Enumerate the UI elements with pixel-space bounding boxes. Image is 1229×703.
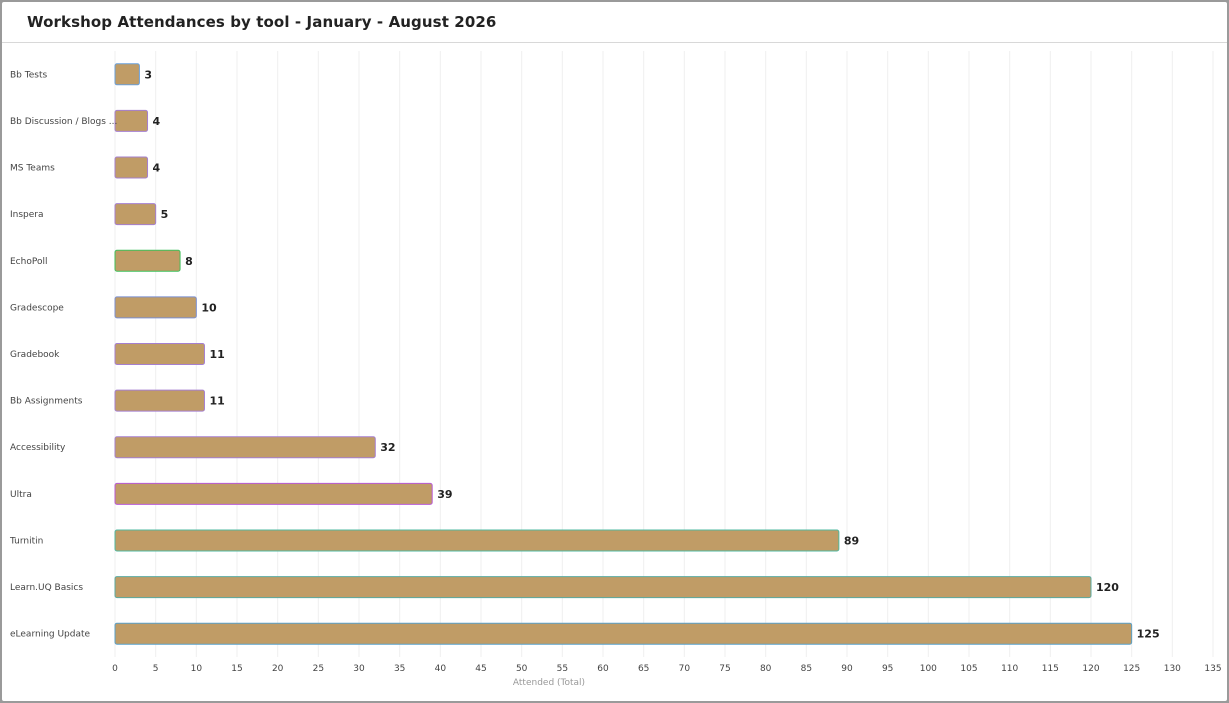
x-axis-title: Attended (Total) bbox=[513, 678, 585, 688]
category-label: Bb Tests bbox=[10, 70, 47, 80]
x-tick-label: 5 bbox=[153, 664, 159, 674]
x-tick-label: 65 bbox=[638, 664, 649, 674]
x-tick-label: 95 bbox=[882, 664, 893, 674]
x-tick-label: 10 bbox=[191, 664, 203, 674]
x-tick-label: 35 bbox=[394, 664, 405, 674]
x-tick-label: 25 bbox=[313, 664, 324, 674]
category-label: EchoPoll bbox=[10, 257, 47, 267]
bar-value-label: 39 bbox=[437, 488, 452, 501]
x-tick-label: 30 bbox=[353, 664, 365, 674]
x-tick-label: 40 bbox=[435, 664, 447, 674]
bar-value-label: 4 bbox=[153, 162, 161, 175]
category-label: eLearning Update bbox=[10, 630, 91, 640]
bar[interactable] bbox=[114, 576, 1092, 599]
x-tick-label: 60 bbox=[597, 664, 609, 674]
x-tick-label: 55 bbox=[557, 664, 568, 674]
x-tick-label: 80 bbox=[760, 664, 772, 674]
bar-value-label: 4 bbox=[153, 115, 161, 128]
bar-value-label: 11 bbox=[209, 395, 224, 408]
bar-value-label: 120 bbox=[1096, 581, 1119, 594]
chart-header: Workshop Attendances by tool - January -… bbox=[2, 2, 1227, 43]
x-tick-label: 0 bbox=[112, 664, 118, 674]
x-tick-label: 75 bbox=[719, 664, 730, 674]
x-tick-label: 85 bbox=[801, 664, 812, 674]
x-tick-label: 45 bbox=[475, 664, 486, 674]
x-tick-label: 120 bbox=[1082, 664, 1099, 674]
category-label: MS Teams bbox=[10, 164, 55, 174]
x-tick-label: 105 bbox=[960, 664, 977, 674]
bar[interactable] bbox=[114, 436, 376, 459]
bar-value-label: 125 bbox=[1137, 628, 1160, 641]
bar[interactable] bbox=[114, 529, 840, 552]
category-label: Accessibility bbox=[10, 443, 66, 453]
category-label: Gradescope bbox=[10, 303, 64, 313]
x-tick-label: 15 bbox=[231, 664, 242, 674]
bar[interactable] bbox=[114, 482, 433, 505]
gridlines bbox=[114, 51, 1214, 657]
x-tick-label: 115 bbox=[1042, 664, 1059, 674]
category-label: Inspera bbox=[10, 210, 44, 220]
x-tick-label: 130 bbox=[1164, 664, 1181, 674]
bars: 3 4 4 5 8 10 11 11 32 39 89 120 125 bbox=[114, 63, 1160, 645]
x-axis-ticks: 0 5 10 15 20 25 30 35 40 45 50 55 60 65 70 75 80 85 90 95 10… bbox=[112, 664, 1221, 674]
category-label: Turnitin bbox=[9, 536, 43, 546]
bar-value-label: 89 bbox=[844, 534, 859, 547]
category-label: Gradebook bbox=[10, 350, 60, 360]
category-label: Ultra bbox=[10, 490, 32, 500]
bar[interactable] bbox=[114, 249, 181, 272]
bar[interactable] bbox=[114, 343, 205, 365]
bar[interactable] bbox=[114, 109, 149, 132]
x-tick-label: 125 bbox=[1123, 664, 1140, 674]
bar[interactable] bbox=[114, 296, 197, 319]
x-tick-label: 50 bbox=[516, 664, 528, 674]
category-label: Bb Discussion / Blogs ... bbox=[10, 117, 117, 127]
bar[interactable] bbox=[114, 622, 1133, 645]
bar[interactable] bbox=[114, 389, 205, 412]
x-tick-label: 135 bbox=[1204, 664, 1221, 674]
x-tick-label: 100 bbox=[920, 664, 937, 674]
bar-value-label: 10 bbox=[201, 301, 217, 314]
bar-value-label: 8 bbox=[185, 255, 193, 268]
x-tick-label: 70 bbox=[679, 664, 691, 674]
chart-title: Workshop Attendances by tool - January -… bbox=[27, 13, 497, 31]
bar-value-label: 5 bbox=[161, 208, 169, 221]
bar[interactable] bbox=[114, 63, 140, 86]
x-tick-label: 90 bbox=[841, 664, 853, 674]
category-label: Bb Assignments bbox=[10, 397, 83, 407]
x-tick-label: 110 bbox=[1001, 664, 1018, 674]
bar-value-label: 32 bbox=[380, 441, 395, 454]
bar[interactable] bbox=[114, 203, 157, 226]
category-label: Learn.UQ Basics bbox=[10, 583, 83, 593]
y-axis-categories: Bb Tests Bb Discussion / Blogs ... MS Team… bbox=[9, 70, 117, 639]
bar-value-label: 11 bbox=[209, 348, 224, 361]
x-tick-label: 20 bbox=[272, 664, 284, 674]
bar[interactable] bbox=[114, 156, 149, 179]
bar-value-label: 3 bbox=[144, 68, 152, 81]
